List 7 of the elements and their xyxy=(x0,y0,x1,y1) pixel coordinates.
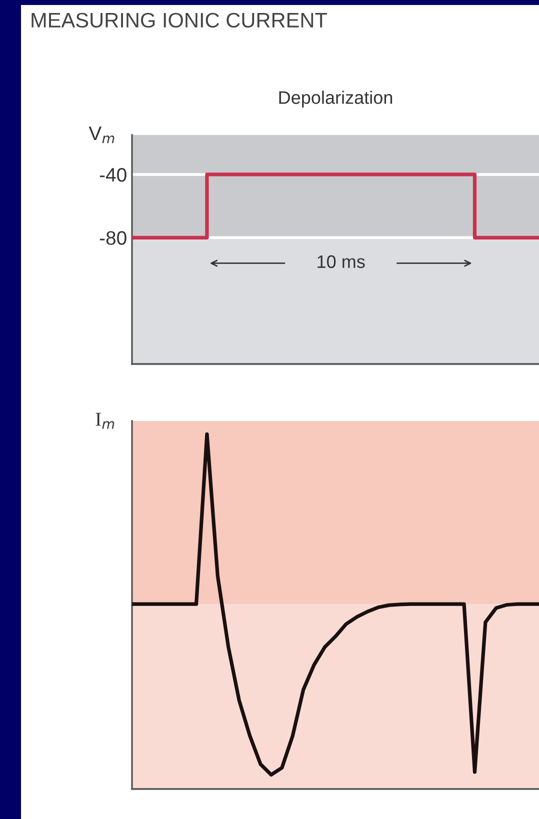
y-tick-label: -40 xyxy=(100,168,126,182)
annotation: 10 ms xyxy=(318,255,365,268)
y-axis-title: I$_{m}$ xyxy=(96,412,114,429)
chart-title: MEASURING IONIC CURRENT xyxy=(32,12,327,28)
y-axis-title: V$_{m}$ xyxy=(88,126,114,144)
chart-subtitle: Depolarization xyxy=(279,90,392,108)
y-tick-label: -80 xyxy=(100,231,126,245)
